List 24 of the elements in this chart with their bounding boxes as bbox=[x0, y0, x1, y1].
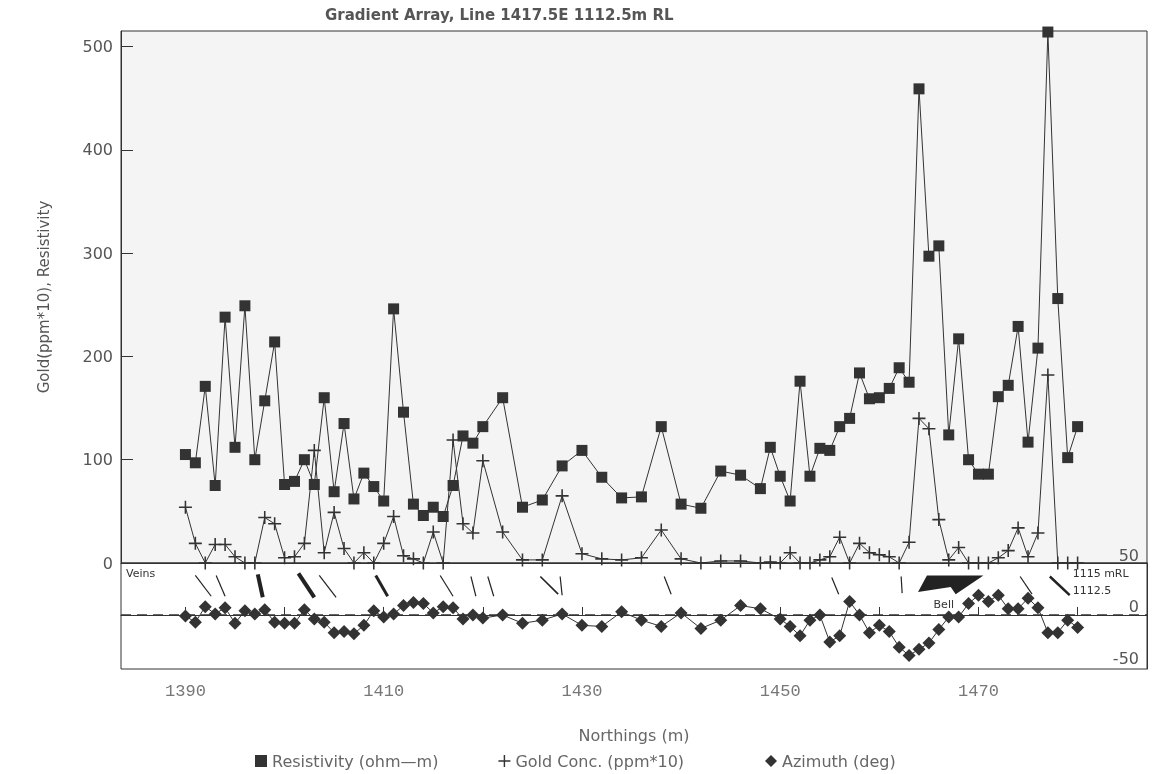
y-tick-label: 500 bbox=[82, 37, 113, 56]
y2-tick-label: 0 bbox=[1128, 597, 1139, 617]
annotation: Bell bbox=[933, 598, 954, 612]
legend-label: Azimuth (deg) bbox=[782, 751, 896, 771]
x-tick-label: 1430 bbox=[561, 682, 603, 701]
y-tick-label: 200 bbox=[82, 346, 113, 366]
x-axis-title: Northings (m) bbox=[578, 725, 690, 745]
x-tick-label: 1390 bbox=[165, 682, 206, 701]
y2-tick-label: -50 bbox=[1112, 649, 1139, 669]
annotation: 1115 mRL bbox=[1072, 566, 1130, 580]
y-tick-label: 400 bbox=[82, 140, 113, 160]
chart-title: Gradient Array, Line 1417.5E 1112.5m RL bbox=[325, 5, 674, 24]
annotation: 1112.5 bbox=[1072, 583, 1112, 597]
y-axis-title: Gold(ppm*10), Resistivity bbox=[34, 200, 53, 394]
y-tick-label: 300 bbox=[82, 243, 113, 263]
legend-label: Gold Conc. (ppm*10) bbox=[515, 751, 685, 771]
y2-tick-label: 50 bbox=[1118, 545, 1139, 565]
y-tick-label: 100 bbox=[82, 450, 113, 470]
x-tick-label: 1450 bbox=[759, 682, 801, 701]
legend-label: Resistivity (ohm—m) bbox=[272, 751, 439, 771]
annotation: Veins bbox=[125, 566, 156, 580]
y-tick-label: 0 bbox=[102, 553, 113, 573]
x-tick-label: 1470 bbox=[958, 682, 999, 701]
x-tick-label: 1410 bbox=[363, 682, 405, 701]
